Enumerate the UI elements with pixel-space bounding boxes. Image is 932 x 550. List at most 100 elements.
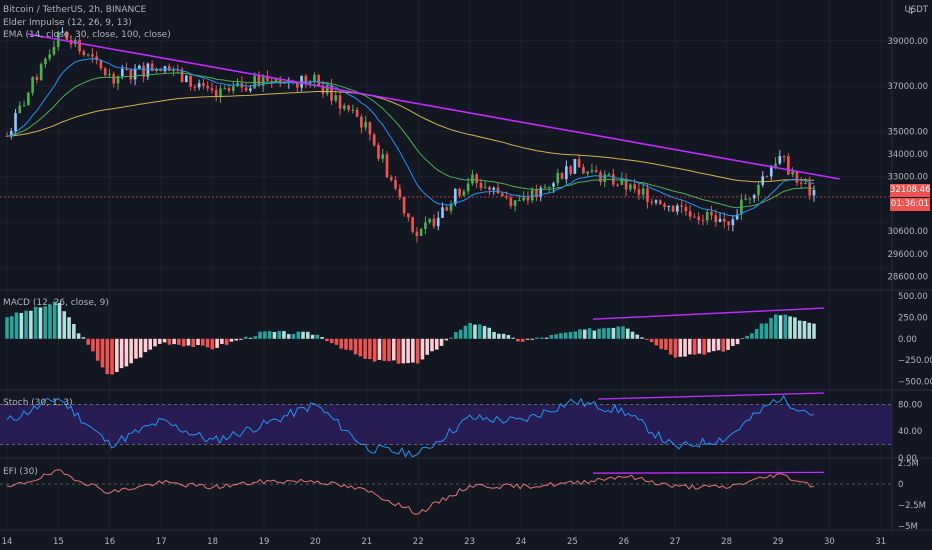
candle-body — [458, 188, 461, 196]
macd-bar — [540, 337, 544, 339]
macd-bar — [368, 338, 372, 360]
macd-bar — [497, 333, 501, 339]
macd-bar — [115, 338, 119, 372]
macd-bar — [535, 337, 539, 339]
candle-body — [394, 179, 397, 189]
candle-body — [172, 69, 175, 71]
macd-bar — [76, 333, 81, 339]
candle-body — [27, 92, 30, 106]
macd-bar — [530, 338, 535, 340]
candle-body — [31, 77, 34, 93]
candle-body — [769, 166, 773, 177]
candle-body — [731, 219, 735, 226]
macd-bar — [5, 317, 9, 339]
macd-bar — [778, 315, 783, 339]
candle-body — [573, 159, 577, 174]
candle-body — [116, 76, 120, 84]
candle-body — [424, 222, 427, 229]
macd-bar — [19, 312, 24, 339]
x-tick-label: 17 — [156, 537, 167, 547]
stoch-divergence-line — [598, 392, 825, 400]
candle-body — [377, 145, 380, 159]
stoch-legend[interactable]: Stoch (30, 1, 3) — [3, 398, 73, 408]
macd-bar — [181, 338, 186, 347]
macd-bar — [320, 336, 324, 339]
macd-bar — [372, 338, 377, 362]
stoch-tick-label: 40.00 — [898, 427, 922, 437]
macd-bar — [525, 338, 530, 340]
macd-bar — [482, 326, 487, 339]
macd-bar — [33, 306, 38, 339]
x-tick-label: 14 — [2, 537, 13, 547]
candle-body — [714, 215, 718, 223]
macd-tick-label: 0.00 — [898, 335, 917, 345]
symbol-legend[interactable]: Bitcoin / TetherUS, 2h, BINANCE — [3, 5, 147, 15]
macd-bar — [396, 338, 401, 364]
macd-bar — [621, 326, 625, 339]
elder-legend[interactable]: Elder Impulse (12, 26, 9, 13) — [3, 18, 132, 28]
macd-bar — [186, 338, 191, 346]
candle-body — [65, 31, 69, 40]
candle-body — [483, 187, 487, 189]
candle-body — [5, 135, 9, 137]
macd-bar — [224, 338, 229, 345]
candle-body — [791, 171, 794, 175]
macd-bar — [444, 338, 449, 341]
candle-body — [210, 88, 214, 91]
macd-bar — [520, 338, 525, 342]
macd-bar — [425, 338, 429, 355]
candle-body — [445, 207, 449, 211]
candle-body — [86, 54, 90, 56]
candle-body — [167, 66, 171, 71]
candle-body — [693, 216, 696, 218]
candle-body — [372, 134, 376, 146]
macd-bar — [635, 334, 640, 339]
macd-bar — [52, 301, 57, 339]
efi-tick-label: 2.5M — [898, 459, 919, 469]
candle-body — [261, 76, 265, 86]
candle-body — [471, 174, 474, 184]
macd-bar — [563, 332, 568, 339]
macd-legend[interactable]: MACD (12, 26, close, 9) — [3, 298, 109, 308]
x-tick-label: 18 — [207, 537, 218, 547]
macd-bar — [668, 338, 673, 355]
macd-bar — [449, 337, 453, 339]
macd-bar — [597, 328, 601, 339]
macd-bar — [439, 338, 444, 346]
candle-body — [244, 87, 248, 91]
candle-body — [249, 88, 252, 91]
macd-bar — [602, 328, 606, 339]
candle-body — [505, 196, 508, 198]
candle-body — [795, 171, 799, 183]
macd-bar — [296, 331, 301, 339]
candle-body — [364, 122, 367, 128]
candle-body — [317, 74, 321, 86]
macd-bar — [711, 338, 716, 352]
macd-bar — [229, 338, 234, 342]
ema-30-line — [6, 72, 815, 209]
candle-body — [381, 154, 385, 159]
macd-bar — [134, 338, 138, 359]
macd-bar — [501, 333, 506, 339]
candle-body — [479, 182, 483, 189]
macd-bar — [688, 338, 692, 355]
efi-legend[interactable]: EFI (30) — [3, 467, 38, 477]
ema-legend[interactable]: EMA (14, close, 30, close, 100, close) — [3, 30, 171, 40]
macd-bar — [587, 328, 592, 339]
candle-body — [757, 184, 760, 196]
macd-bar — [731, 338, 735, 346]
candle-body — [799, 182, 803, 184]
candle-body — [513, 200, 517, 206]
macd-bar — [9, 316, 14, 339]
candle-body — [95, 56, 98, 61]
x-tick-label: 22 — [413, 537, 424, 547]
candle-body — [569, 166, 572, 174]
macd-bar — [406, 338, 410, 364]
macd-bar — [582, 329, 587, 339]
macd-bar — [220, 338, 224, 344]
candle-body — [334, 95, 338, 101]
price-tick-label: 30600.00 — [887, 227, 928, 237]
macd-bar — [788, 316, 792, 339]
candle-body — [607, 174, 611, 176]
